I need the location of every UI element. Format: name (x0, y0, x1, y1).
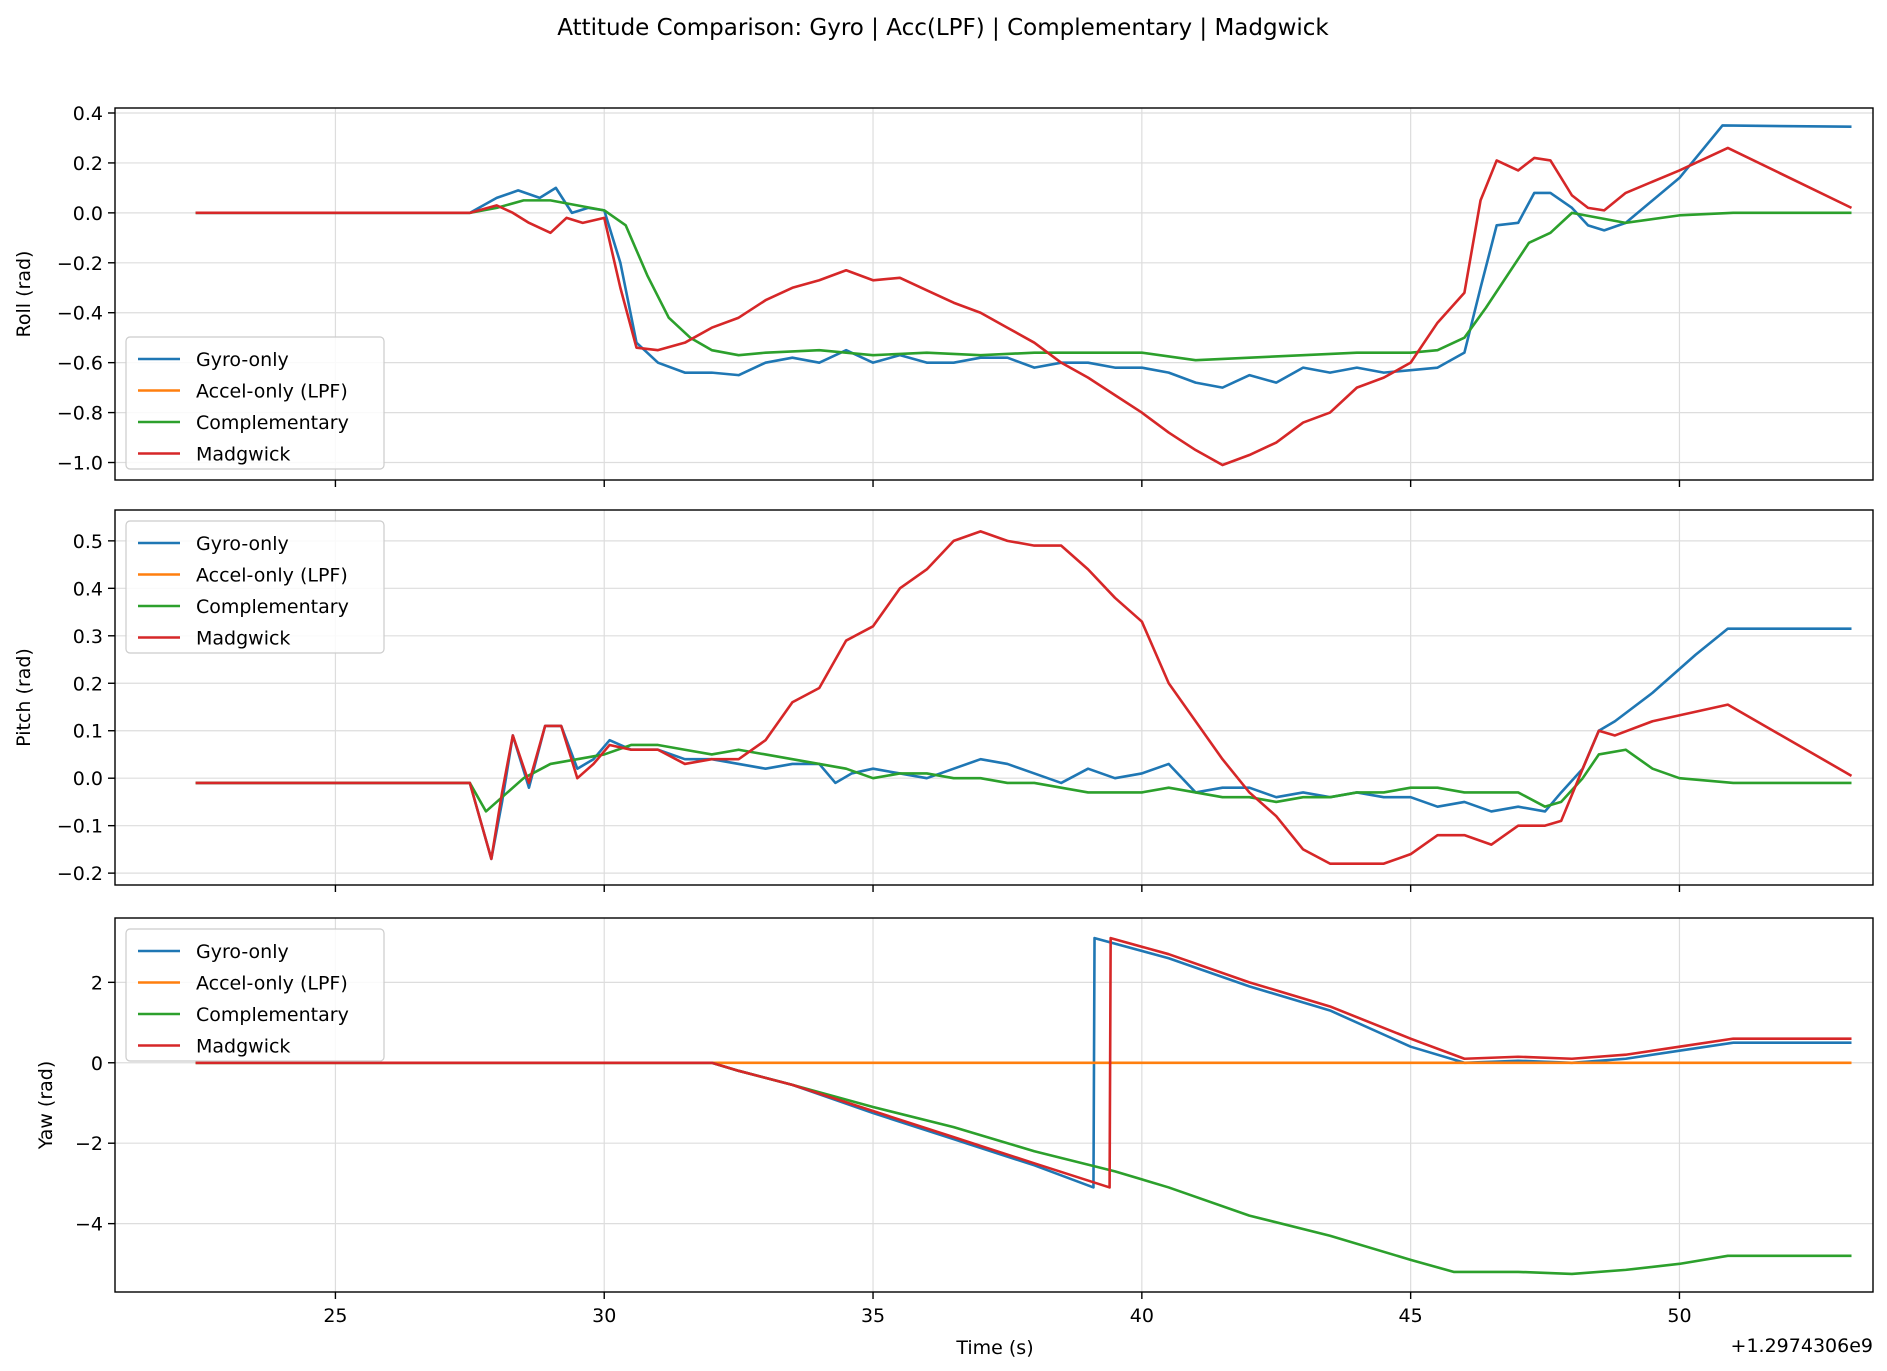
y-tick-label: −0.2 (57, 863, 103, 885)
grid (115, 918, 1873, 1292)
plot-frame (114, 107, 1874, 481)
legend-label: Madgwick (196, 628, 290, 650)
legend-label: Accel-only (LPF) (196, 565, 348, 587)
legend-label: Madgwick (196, 444, 290, 466)
subplot-1: −1.0 −0.8 −0.6 −0.4 −0.2 0.0 0.2 0.4 Roll (rad) G… (13, 103, 1874, 487)
y-tick-label: −0.4 (57, 303, 103, 325)
grid (115, 510, 1873, 885)
x-axis-offset-label: +1.2974306e9 (1731, 1335, 1873, 1357)
subplot-3: 25 30 35 40 45 50 −4 −2 0 2 Yaw (rad) Gyro-only Acce… (35, 917, 1874, 1327)
x-tick-label: 50 (1667, 1305, 1691, 1327)
series-group (195, 530, 1853, 865)
series-line-complementary (195, 743, 1852, 813)
y-tick-label: −1.0 (57, 453, 103, 475)
y-tick-label: 0.5 (73, 531, 103, 553)
plot-frame (114, 917, 1874, 1293)
y-tick-label: 0.0 (73, 768, 103, 790)
legend-label: Madgwick (196, 1036, 290, 1058)
y-tick-label: 0.2 (73, 153, 103, 175)
legend: Gyro-only Accel-only (LPF) Complementary Ma… (125, 336, 385, 470)
y-tick-label: 0.0 (73, 203, 103, 225)
series-line-gyro-only (195, 124, 1852, 389)
y-tick-label: 0.3 (73, 626, 103, 648)
x-tick-label: 40 (1130, 1305, 1154, 1327)
subplot-2: −0.2 −0.1 0.0 0.1 0.2 0.3 0.4 0.5 Pitch (rad) Gyr… (13, 509, 1874, 892)
x-tick-label: 25 (323, 1305, 347, 1327)
legend-label: Accel-only (LPF) (196, 973, 348, 995)
legend-label: Complementary (196, 596, 349, 618)
y-tick-label: 0.4 (73, 103, 103, 125)
series-line-madgwick (195, 530, 1853, 865)
legend-frame (125, 928, 385, 1062)
series-group (195, 124, 1853, 467)
y-axis-label: Pitch (rad) (13, 648, 35, 747)
series-line-gyro-only (195, 627, 1852, 861)
series-group (195, 936, 1852, 1276)
legend: Gyro-only Accel-only (LPF) Complementary Ma… (125, 928, 385, 1062)
y-tick-label: −0.2 (57, 253, 103, 275)
y-tick-label: −0.6 (57, 353, 103, 375)
legend: Gyro-only Accel-only (LPF) Complementary Ma… (125, 520, 385, 654)
y-tick-label: 0 (91, 1053, 103, 1075)
y-tick-label: 2 (91, 972, 103, 994)
y-tick-label: −2 (75, 1133, 103, 1155)
x-tick-label: 35 (861, 1305, 885, 1327)
y-tick-label: 0.4 (73, 578, 103, 600)
series-line-madgwick (195, 146, 1853, 467)
y-axis-label: Roll (rad) (13, 251, 35, 338)
legend-label: Complementary (196, 1004, 349, 1026)
legend-label: Complementary (196, 412, 349, 434)
legend-label: Gyro-only (196, 533, 289, 555)
legend-label: Accel-only (LPF) (196, 381, 348, 403)
y-tick-label: −4 (75, 1214, 103, 1236)
series-line-complementary (195, 199, 1852, 362)
y-axis-label: Yaw (rad) (35, 1061, 57, 1151)
y-tick-label: −0.8 (57, 403, 103, 425)
series-line-madgwick (195, 936, 1852, 1189)
legend-label: Gyro-only (196, 941, 289, 963)
legend-label: Gyro-only (196, 349, 289, 371)
plot-frame (114, 509, 1874, 886)
x-tick-label: 30 (592, 1305, 616, 1327)
y-tick-label: 0.2 (73, 673, 103, 695)
y-tick-label: −0.1 (57, 816, 103, 838)
y-tick-label: 0.1 (73, 721, 103, 743)
legend-frame (125, 520, 385, 654)
x-axis-label: Time (s) (955, 1337, 1033, 1359)
legend-frame (125, 336, 385, 470)
chart-title: Attitude Comparison: Gyro | Acc(LPF) | C… (557, 15, 1329, 41)
x-tick-label: 45 (1399, 1305, 1423, 1327)
